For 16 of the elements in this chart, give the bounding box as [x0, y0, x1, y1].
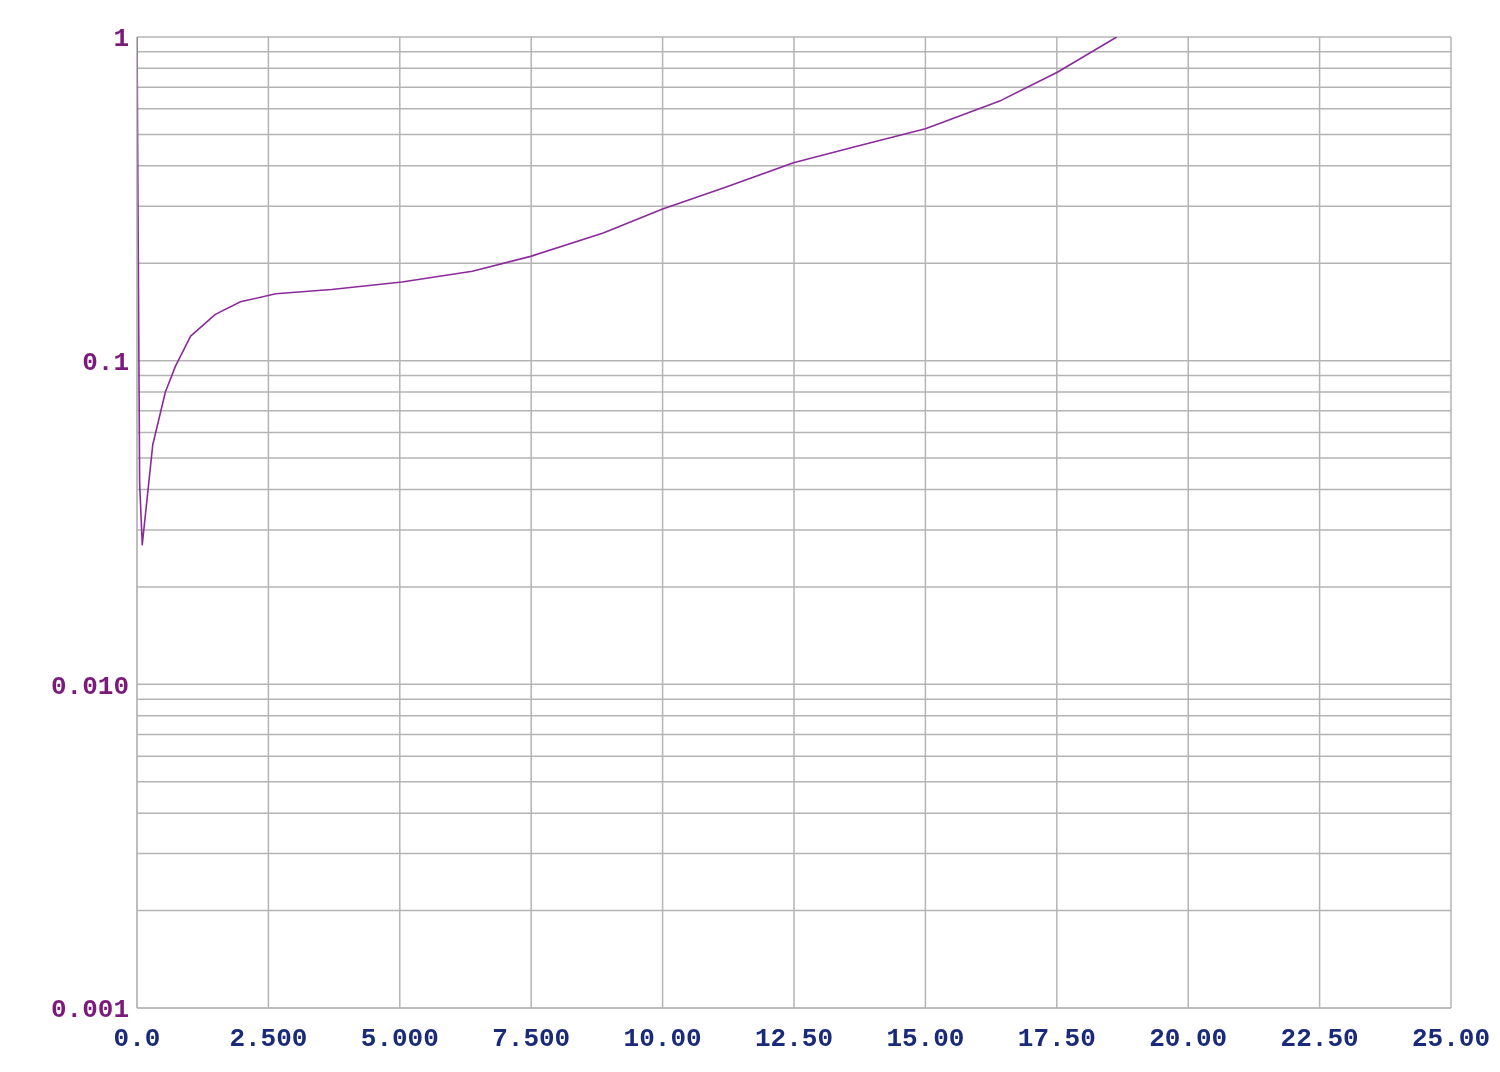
x-tick-label: 20.00	[1149, 1024, 1228, 1055]
x-tick-label: 22.50	[1280, 1024, 1359, 1055]
x-tick-label: 2.500	[229, 1024, 308, 1055]
y-tick-label: 1	[113, 24, 129, 55]
x-tick-label: 17.50	[1017, 1024, 1096, 1055]
x-tick-label: 12.50	[754, 1024, 834, 1055]
x-tick-label: 10.00	[623, 1024, 702, 1055]
x-tick-label: 0.0	[113, 1024, 161, 1055]
x-tick-label: 5.000	[360, 1024, 439, 1055]
x-tick-label: 15.00	[886, 1024, 965, 1055]
x-tick-label: 7.500	[492, 1024, 571, 1055]
y-tick-label: 0.1	[82, 347, 129, 378]
y-tick-label: 0.001	[50, 995, 129, 1026]
line-series	[137, 37, 1118, 546]
y-tick-label: 0.010	[50, 671, 129, 702]
x-tick-label: 25.00	[1411, 1024, 1491, 1055]
